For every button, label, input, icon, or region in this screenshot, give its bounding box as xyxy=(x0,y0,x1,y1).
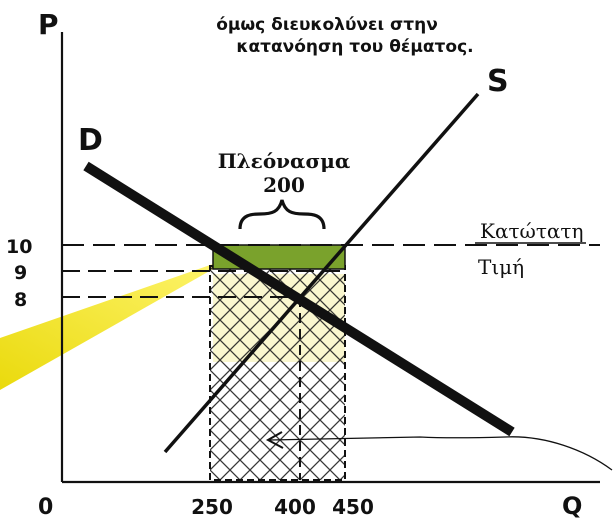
surplus-value: 200 xyxy=(263,173,305,197)
demand-label: D xyxy=(78,123,103,158)
highlight-beam xyxy=(0,256,236,390)
note-line-1: όμως διευκολύνει στην xyxy=(216,15,438,35)
hand-drawn-arrow xyxy=(269,436,613,471)
demand-curve xyxy=(83,161,515,437)
supply-curve xyxy=(163,92,480,454)
origin-label: 0 xyxy=(38,495,53,520)
tick-q250: 250 xyxy=(191,495,233,519)
price-floor-label-2: Τιμή xyxy=(478,255,524,279)
y-axis-label: P xyxy=(38,8,59,41)
x-axis-label: Q xyxy=(562,492,582,520)
supply-label: S xyxy=(487,64,509,99)
tick-p9: 9 xyxy=(14,262,27,284)
surplus-bar xyxy=(212,244,346,270)
tick-p8: 8 xyxy=(14,289,27,311)
tick-p10: 10 xyxy=(6,236,32,258)
brace-icon xyxy=(238,199,326,230)
tick-q450: 450 xyxy=(332,495,374,519)
surplus-label: Πλεόνασμα xyxy=(218,149,350,173)
tick-q400: 400 xyxy=(274,495,316,519)
hatched-region xyxy=(210,266,345,480)
note-line-2: κατανόηση του θέματος. xyxy=(236,37,473,57)
arrow-head-icon xyxy=(265,431,284,449)
price-floor-label-1: Κατώτατη xyxy=(480,219,583,243)
